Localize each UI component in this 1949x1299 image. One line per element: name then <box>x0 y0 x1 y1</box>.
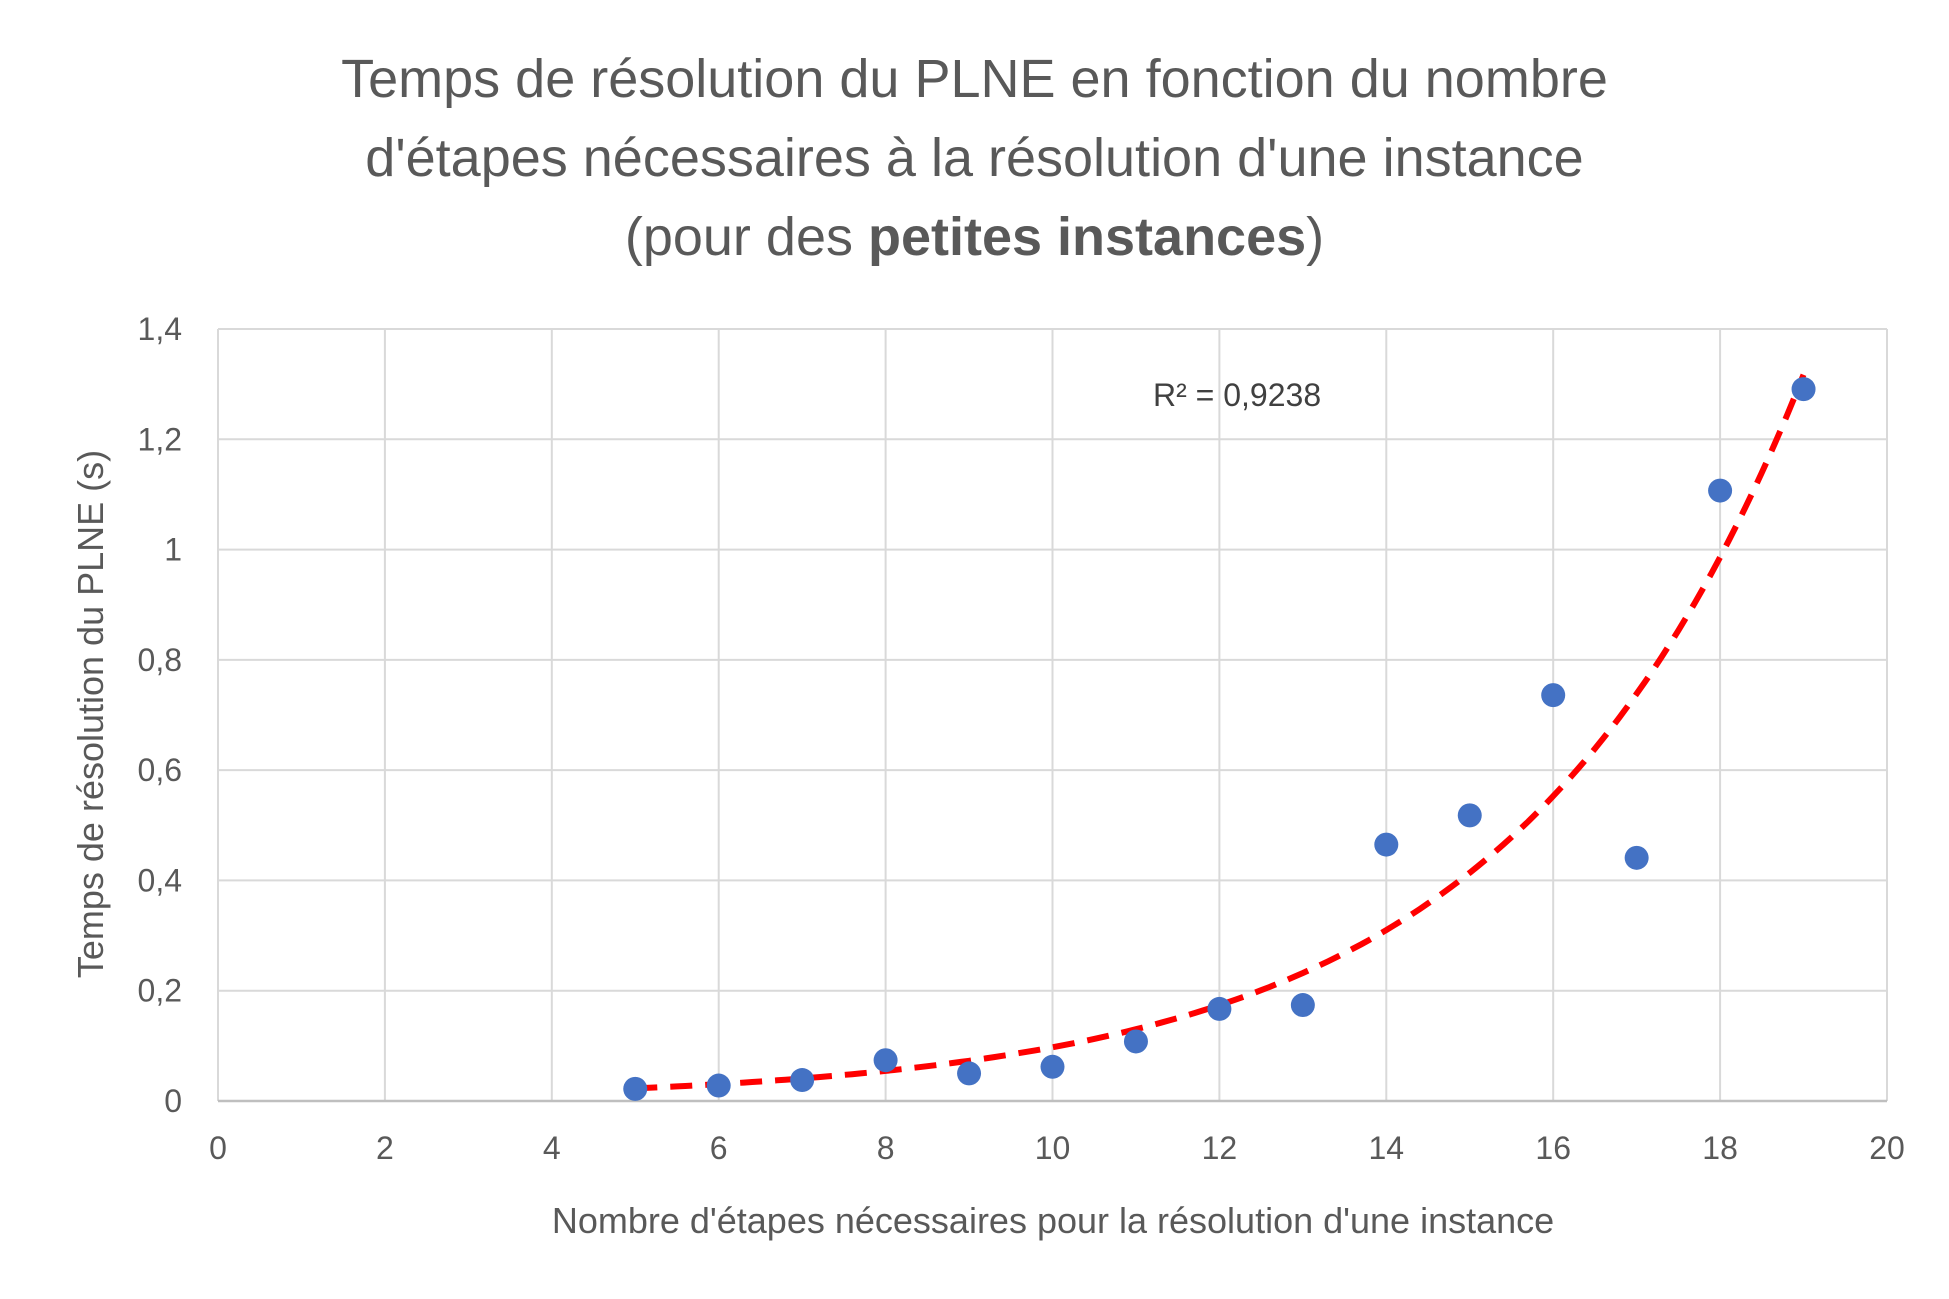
chart-title-bold: petites instances <box>867 207 1307 267</box>
x-tick-label: 10 <box>1035 1130 1071 1166</box>
x-tick-label: 0 <box>209 1130 227 1166</box>
x-tick-label: 2 <box>376 1130 394 1166</box>
data-point <box>873 1048 898 1073</box>
data-point <box>1290 993 1315 1018</box>
data-point <box>1708 478 1733 503</box>
x-tick-label: 12 <box>1202 1130 1238 1166</box>
y-tick-label: 1,2 <box>138 421 182 457</box>
y-tick-label: 0,2 <box>138 973 182 1009</box>
chart-title-line-2: d'étapes nécessaires à la résolution d'u… <box>365 128 1584 188</box>
chart-title-suffix: ) <box>1306 207 1325 267</box>
x-tick-label: 20 <box>1869 1130 1905 1166</box>
data-point <box>1374 832 1399 857</box>
trendline <box>635 373 1807 1092</box>
chart-title: Temps de résolution du PLNE en fonction … <box>0 40 1949 277</box>
data-point <box>623 1076 648 1101</box>
y-tick-label: 0 <box>164 1083 182 1119</box>
y-tick-labels: 0 0,2 0,4 0,6 0,8 1 1,2 1,4 <box>138 311 182 1119</box>
data-point <box>1040 1054 1065 1079</box>
data-point <box>1207 996 1232 1021</box>
trendline-group <box>635 373 1807 1092</box>
x-tick-label: 16 <box>1535 1130 1571 1166</box>
y-tick-label: 1,4 <box>138 311 182 347</box>
x-tick-labels: 0 2 4 6 8 10 12 14 16 18 20 <box>209 1130 1905 1166</box>
data-point <box>1541 683 1566 708</box>
data-point <box>706 1073 731 1098</box>
y-axis-title: Temps de résolution du PLNE (s) <box>70 450 111 978</box>
x-tick-label: 4 <box>543 1130 561 1166</box>
data-point <box>957 1061 982 1086</box>
data-points <box>623 377 1816 1101</box>
chart-title-line-3: (pour des petites instances) <box>0 198 1949 277</box>
y-tick-label: 1 <box>164 532 182 568</box>
data-point <box>1457 803 1482 828</box>
y-tick-label: 0,6 <box>138 752 182 788</box>
grid-lines <box>217 328 1888 1101</box>
data-point <box>1791 377 1816 402</box>
y-tick-label: 0,8 <box>138 642 182 678</box>
r-squared-label: R² = 0,9238 <box>1153 377 1321 413</box>
x-tick-label: 8 <box>877 1130 895 1166</box>
y-tick-label: 0,4 <box>138 862 182 898</box>
x-tick-label: 6 <box>710 1130 728 1166</box>
chart-title-prefix: (pour des <box>624 207 868 267</box>
x-tick-label: 18 <box>1702 1130 1738 1166</box>
data-point <box>1624 845 1649 870</box>
chart-title-line-1: Temps de résolution du PLNE en fonction … <box>341 49 1608 109</box>
x-tick-label: 14 <box>1369 1130 1405 1166</box>
data-point <box>1123 1029 1148 1054</box>
x-axis-title: Nombre d'étapes nécessaires pour la réso… <box>552 1200 1554 1241</box>
data-point <box>790 1068 815 1093</box>
